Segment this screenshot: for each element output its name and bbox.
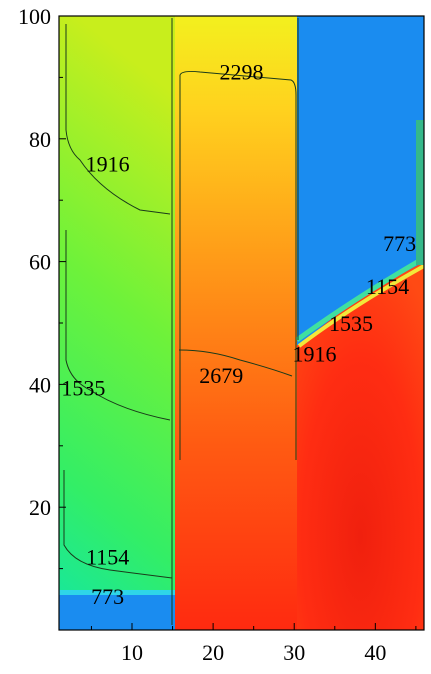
contour-line-1916-left <box>65 24 171 215</box>
contour-line-1154-left <box>63 470 173 579</box>
transition-band <box>295 255 424 343</box>
contour-label: 2679 <box>199 363 243 388</box>
contour-label: 1535 <box>329 311 373 336</box>
contour-label: 1916 <box>293 342 337 367</box>
y-tick-label: 80 <box>29 127 51 152</box>
y-tick-label: 20 <box>29 495 51 520</box>
axis-ticks <box>59 15 417 631</box>
contour-label: 1535 <box>61 375 105 400</box>
contour-label: 773 <box>383 231 416 256</box>
contour-labels: 2298 1916 773 1154 1535 1916 1535 2679 1154 773 <box>61 59 416 609</box>
transition-band-yellow <box>297 264 424 348</box>
region-middle-column <box>173 16 297 630</box>
contour-line-2679 <box>178 349 293 377</box>
x-tick-label: 20 <box>202 640 224 665</box>
contour-line-1535-left <box>65 230 171 421</box>
region-left-base-edge <box>59 590 175 595</box>
right-edge-strip <box>416 120 424 265</box>
region-right-lower <box>297 258 424 630</box>
contour-lines <box>63 18 299 625</box>
contour-label: 773 <box>91 584 124 609</box>
y-tick-label: 40 <box>29 372 51 397</box>
x-tick-label: 40 <box>364 640 386 665</box>
axis-tick-labels: 10 20 30 40 20 40 60 80 100 <box>18 4 386 665</box>
y-tick-label: 100 <box>18 4 51 29</box>
x-tick-label: 30 <box>283 640 305 665</box>
contour-label: 1916 <box>86 151 130 176</box>
region-right-upper <box>297 16 424 345</box>
contour-label: 1154 <box>86 544 129 569</box>
region-left-base <box>59 594 175 630</box>
plot-area <box>59 16 424 630</box>
contour-label: 2298 <box>220 59 264 84</box>
contour-line-2298 <box>179 70 297 460</box>
contour-label: 1154 <box>366 274 409 299</box>
y-tick-label: 60 <box>29 250 51 275</box>
region-left-column <box>59 16 175 630</box>
x-tick-label: 10 <box>121 640 143 665</box>
